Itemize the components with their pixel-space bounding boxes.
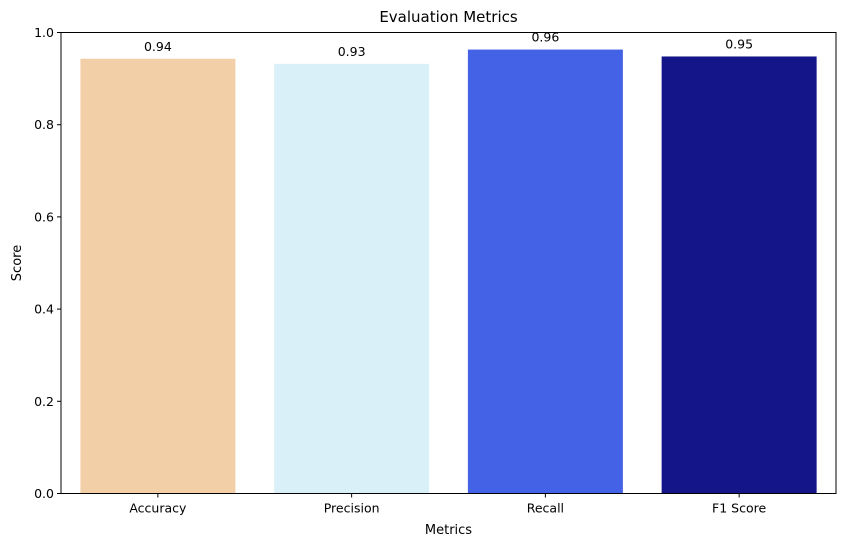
y-axis-label: Score (10, 245, 25, 281)
x-tick-label: F1 Score (712, 501, 766, 516)
y-tick-label: 0.4 (34, 302, 54, 317)
chart-title: Evaluation Metrics (379, 8, 518, 26)
x-axis-label: Metrics (425, 523, 472, 538)
y-tick-label: 0.2 (34, 394, 54, 409)
plot-frame (60, 32, 837, 494)
y-tick-label: 0.6 (34, 209, 54, 224)
bar-value-label: 0.93 (338, 44, 366, 59)
bar-recall (467, 49, 623, 494)
y-axis-ticks: 0.0 0.2 0.4 0.6 0.8 1.0 (34, 25, 61, 501)
y-tick-label: 0.8 (34, 117, 54, 132)
bar-labels-group: 0.94 0.93 0.96 0.95 (144, 30, 753, 59)
bar-value-label: 0.95 (725, 36, 753, 51)
x-tick-label: Accuracy (129, 501, 187, 516)
bars-group (80, 49, 817, 494)
bar-value-label: 0.94 (144, 39, 172, 54)
y-tick-label: 0.0 (34, 486, 54, 501)
x-tick-label: Precision (324, 501, 380, 516)
x-tick-label: Recall (527, 501, 564, 516)
x-axis-ticks: Accuracy Precision Recall F1 Score (129, 493, 766, 516)
bar-precision (274, 63, 430, 494)
y-tick-label: 1.0 (34, 25, 54, 40)
bar-value-label: 0.96 (531, 30, 559, 45)
bar-f1-score (661, 56, 817, 494)
bar-accuracy (80, 58, 236, 494)
